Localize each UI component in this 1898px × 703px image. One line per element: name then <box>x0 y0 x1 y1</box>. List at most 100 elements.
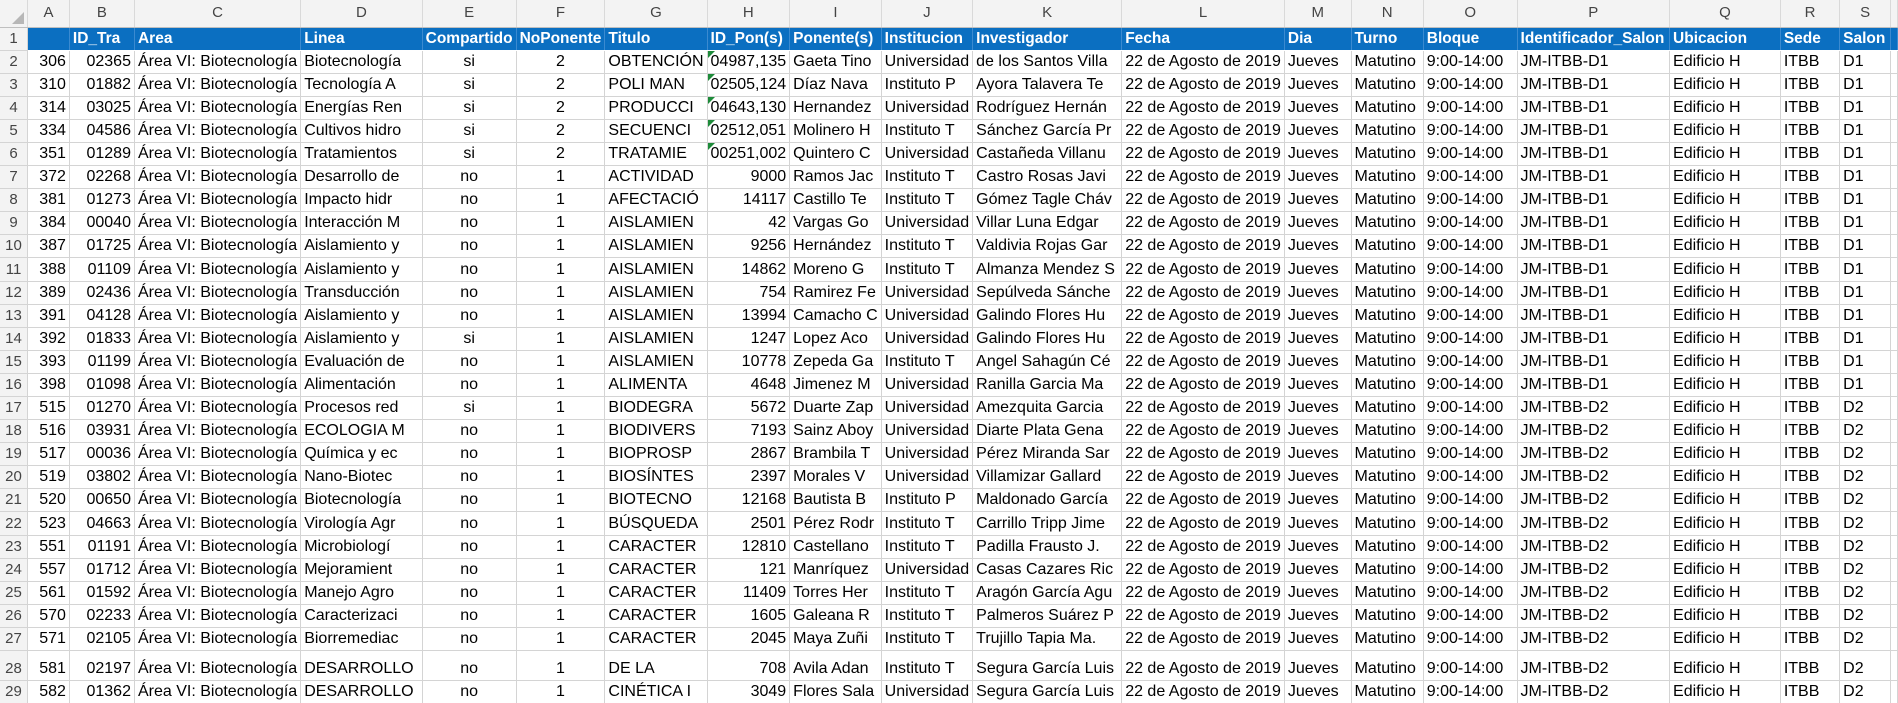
cell-a-17[interactable]: 515 <box>27 396 70 421</box>
empty-cell[interactable] <box>1890 511 1898 536</box>
cell-h-12[interactable]: 754 <box>707 281 791 305</box>
cell-q-16[interactable]: Edificio H <box>1669 373 1781 398</box>
cell-b-22[interactable]: 04663 <box>69 511 135 536</box>
cell-g-28[interactable]: DE LA <box>604 650 708 682</box>
cell-r-3[interactable]: ITBB <box>1780 73 1841 97</box>
cell-c-3[interactable]: Área VI: Biotecnología <box>134 73 302 97</box>
cell-b-7[interactable]: 02268 <box>69 165 135 190</box>
cell-r-5[interactable]: ITBB <box>1780 119 1841 143</box>
cell-s-16[interactable]: D1 <box>1839 373 1891 398</box>
cell-n-26[interactable]: Matutino <box>1351 604 1424 628</box>
cell-q-24[interactable]: Edificio H <box>1669 558 1781 582</box>
cell-k-20[interactable]: Villamizar Gallard <box>972 465 1123 490</box>
cell-q-15[interactable]: Edificio H <box>1669 350 1781 374</box>
cell-k-25[interactable]: Aragón García Agu <box>972 581 1123 605</box>
cell-o-19[interactable]: 9:00-14:00 <box>1423 442 1518 467</box>
cell-q-20[interactable]: Edificio H <box>1669 465 1781 490</box>
cell-e-3[interactable]: si <box>422 73 517 97</box>
cell-k-23[interactable]: Padilla Frausto J. <box>972 535 1123 559</box>
cell-m-9[interactable]: Jueves <box>1284 211 1352 236</box>
row-header-6[interactable]: 6 <box>0 142 29 167</box>
column-header-s[interactable]: S <box>1839 0 1891 28</box>
cell-r-13[interactable]: ITBB <box>1780 304 1841 328</box>
cell-d-13[interactable]: Aislamiento y <box>300 304 423 328</box>
cell-q-6[interactable]: Edificio H <box>1669 142 1781 167</box>
cell-q-22[interactable]: Edificio H <box>1669 511 1781 536</box>
cell-p-16[interactable]: JM-ITBB-D1 <box>1517 373 1671 398</box>
empty-cell[interactable] <box>1890 535 1898 559</box>
cell-a-6[interactable]: 351 <box>27 142 70 167</box>
cell-r-2[interactable]: ITBB <box>1780 50 1841 74</box>
cell-o-15[interactable]: 9:00-14:00 <box>1423 350 1518 374</box>
row-header-7[interactable]: 7 <box>0 165 29 190</box>
cell-b-5[interactable]: 04586 <box>69 119 135 143</box>
cell-m-24[interactable]: Jueves <box>1284 558 1352 582</box>
cell-q-29[interactable]: Edificio H <box>1669 680 1781 703</box>
cell-m-26[interactable]: Jueves <box>1284 604 1352 628</box>
cell-f-24[interactable]: 1 <box>516 558 606 582</box>
cell-j-29[interactable]: Universidad <box>881 680 974 703</box>
cell-n-3[interactable]: Matutino <box>1351 73 1424 97</box>
cell-r-28[interactable]: ITBB <box>1780 650 1841 682</box>
cell-l-17[interactable]: 22 de Agosto de 2019 <box>1121 396 1285 421</box>
cell-j-7[interactable]: Instituto T <box>881 165 974 190</box>
cell-f-25[interactable]: 1 <box>516 581 606 605</box>
cell-n-10[interactable]: Matutino <box>1351 234 1424 259</box>
cell-g-24[interactable]: CARACTER <box>604 558 708 582</box>
cell-d-21[interactable]: Biotecnología <box>300 488 423 513</box>
header-cell-m-1[interactable]: Dia <box>1284 27 1352 51</box>
cell-s-4[interactable]: D1 <box>1839 96 1891 120</box>
cell-f-18[interactable]: 1 <box>516 419 606 444</box>
cell-j-25[interactable]: Instituto T <box>881 581 974 605</box>
cell-q-8[interactable]: Edificio H <box>1669 188 1781 213</box>
cell-g-23[interactable]: CARACTER <box>604 535 708 559</box>
cell-p-2[interactable]: JM-ITBB-D1 <box>1517 50 1671 74</box>
cell-c-28[interactable]: Área VI: Biotecnología <box>134 650 302 682</box>
cell-s-13[interactable]: D1 <box>1839 304 1891 328</box>
cell-k-7[interactable]: Castro Rosas Javi <box>972 165 1123 190</box>
row-header-19[interactable]: 19 <box>0 442 29 467</box>
cell-s-27[interactable]: D2 <box>1839 627 1891 652</box>
cell-f-27[interactable]: 1 <box>516 627 606 652</box>
cell-f-16[interactable]: 1 <box>516 373 606 398</box>
cell-o-13[interactable]: 9:00-14:00 <box>1423 304 1518 328</box>
cell-r-22[interactable]: ITBB <box>1780 511 1841 536</box>
row-header-23[interactable]: 23 <box>0 535 29 559</box>
cell-j-18[interactable]: Universidad <box>881 419 974 444</box>
cell-l-20[interactable]: 22 de Agosto de 2019 <box>1121 465 1285 490</box>
header-cell-d-1[interactable]: Linea <box>300 27 423 51</box>
cell-h-9[interactable]: 42 <box>707 211 791 236</box>
cell-a-23[interactable]: 551 <box>27 535 70 559</box>
cell-s-2[interactable]: D1 <box>1839 50 1891 74</box>
header-cell-r-1[interactable]: Sede <box>1780 27 1841 51</box>
cell-m-11[interactable]: Jueves <box>1284 257 1352 282</box>
cell-d-12[interactable]: Transducción <box>300 281 423 305</box>
cell-i-11[interactable]: Moreno G <box>789 257 882 282</box>
cell-n-15[interactable]: Matutino <box>1351 350 1424 374</box>
cell-r-12[interactable]: ITBB <box>1780 281 1841 305</box>
cell-f-22[interactable]: 1 <box>516 511 606 536</box>
cell-k-18[interactable]: Diarte Plata Gena <box>972 419 1123 444</box>
cell-p-6[interactable]: JM-ITBB-D1 <box>1517 142 1671 167</box>
cell-c-5[interactable]: Área VI: Biotecnología <box>134 119 302 143</box>
cell-n-17[interactable]: Matutino <box>1351 396 1424 421</box>
cell-e-18[interactable]: no <box>422 419 517 444</box>
cell-q-9[interactable]: Edificio H <box>1669 211 1781 236</box>
cell-o-16[interactable]: 9:00-14:00 <box>1423 373 1518 398</box>
cell-r-19[interactable]: ITBB <box>1780 442 1841 467</box>
cell-g-8[interactable]: AFECTACIÓ <box>604 188 708 213</box>
cell-b-26[interactable]: 02233 <box>69 604 135 628</box>
cell-l-7[interactable]: 22 de Agosto de 2019 <box>1121 165 1285 190</box>
cell-i-25[interactable]: Torres Her <box>789 581 882 605</box>
cell-b-16[interactable]: 01098 <box>69 373 135 398</box>
cell-b-25[interactable]: 01592 <box>69 581 135 605</box>
cell-b-6[interactable]: 01289 <box>69 142 135 167</box>
cell-c-25[interactable]: Área VI: Biotecnología <box>134 581 302 605</box>
cell-n-9[interactable]: Matutino <box>1351 211 1424 236</box>
cell-s-9[interactable]: D1 <box>1839 211 1891 236</box>
cell-s-7[interactable]: D1 <box>1839 165 1891 190</box>
row-header-29[interactable]: 29 <box>0 680 29 703</box>
cell-k-5[interactable]: Sánchez García Pr <box>972 119 1123 143</box>
column-header-h[interactable]: H <box>707 0 791 28</box>
cell-p-13[interactable]: JM-ITBB-D1 <box>1517 304 1671 328</box>
